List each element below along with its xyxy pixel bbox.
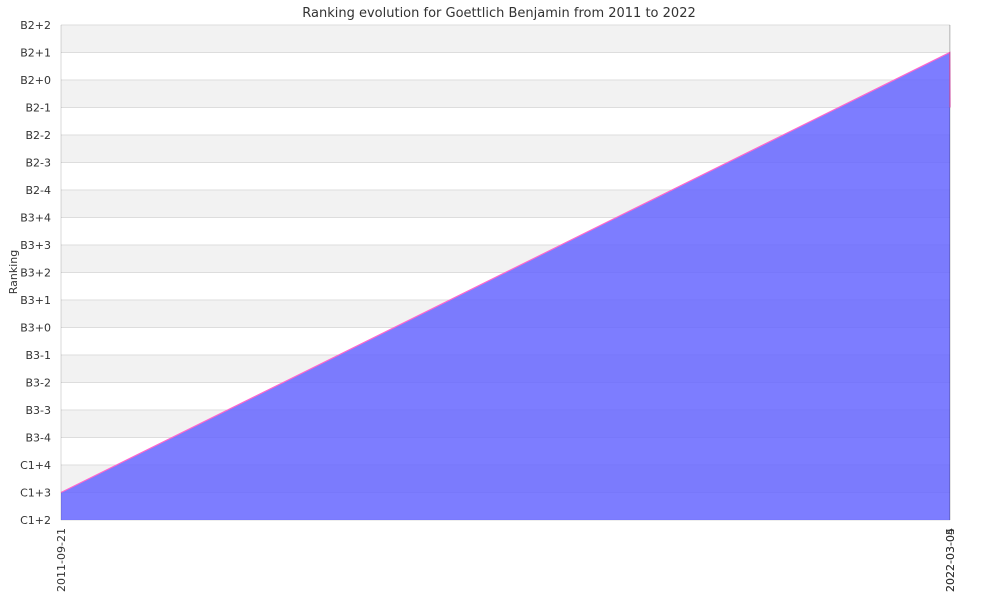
grid-band [61, 25, 950, 53]
y-tick-label: B2+0 [20, 74, 51, 87]
y-tick-label: B3-3 [25, 404, 51, 417]
x-tick-label: 2022-03-04 [944, 528, 957, 592]
x-tick-label: 2022-03-05 [944, 528, 957, 592]
y-tick-label: B2-3 [25, 157, 51, 170]
y-tick-label: C1+3 [20, 487, 51, 500]
x-tick-label: 2011-09-21 [55, 528, 68, 592]
y-tick-label: B2+1 [20, 47, 51, 60]
series-area [61, 52, 950, 520]
y-tick-labels: C1+2 C1+3 C1+4 B3-4 B3-3 B3-2 B3-1 B3+0 B3+1 B3+2… [20, 19, 51, 527]
series-line [60, 51, 951, 494]
chart-title: Ranking evolution for Goettlich Benjamin… [302, 6, 695, 21]
y-tick-label: B3+2 [20, 267, 51, 280]
y-tick-label: B3-2 [25, 377, 51, 390]
y-tick-label: B3+0 [20, 322, 51, 335]
y-tick-label: B2-1 [25, 102, 51, 115]
y-tick-label: B3+1 [20, 294, 51, 307]
y-tick-label: C1+2 [20, 514, 51, 527]
y-tick-label: B3+4 [20, 212, 51, 225]
y-tick-label: B2-2 [25, 129, 51, 142]
x-gridlines [60, 25, 951, 520]
y-tick-label: B2+2 [20, 19, 51, 32]
y-tick-label: B3-1 [25, 349, 51, 362]
y-tick-label: C1+4 [20, 459, 51, 472]
grid-band [61, 80, 950, 108]
y-tick-label: B3+3 [20, 239, 51, 252]
y-axis-label: Ranking [7, 250, 20, 295]
area-layer [60, 51, 951, 520]
y-tick-label: B3-4 [25, 432, 51, 445]
y-tick-label: B2-4 [25, 184, 51, 197]
